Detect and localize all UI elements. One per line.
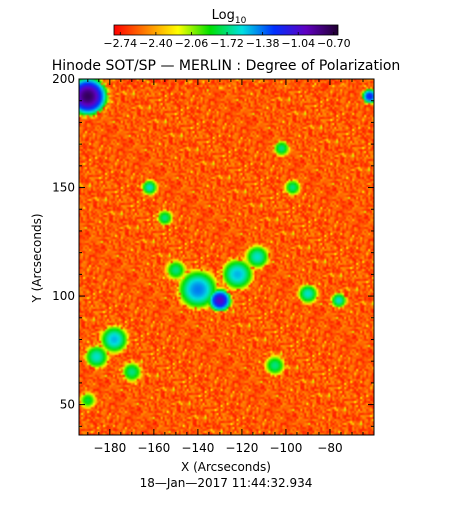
colorbar-tick-label: −1.72 [210,37,244,50]
colorbar-tick-label: −1.04 [281,37,315,50]
colorbar-gradient [113,24,339,36]
y-axis-label: Y (Arcseconds) [30,213,44,303]
y-tick-label: 150 [52,181,75,195]
colorbar-tick-label: −1.38 [246,37,280,50]
x-tick-label: −120 [225,441,258,455]
y-tick-label: 50 [60,398,75,412]
x-axis-label: X (Arcseconds) [181,460,271,474]
plot-frame [78,78,375,436]
timestamp: 18—Jan—2017 11:44:32.934 [140,476,313,490]
axes: −180 −160 −140 −120 −100 −80 50 100 150 200 [52,72,374,455]
x-tick-label: −100 [269,441,302,455]
x-tick-label: −80 [317,441,342,455]
chart-title: Hinode SOT/SP — MERLIN : Degree of Polar… [52,58,401,74]
x-tick-label: −160 [137,441,170,455]
colorbar-tick-label: −2.06 [175,37,209,50]
x-tick-label: −180 [93,441,126,455]
plot-area: −180 −160 −140 −120 −100 −80 50 100 150 200 [52,72,375,455]
y-tick-label: 200 [52,72,75,86]
colorbar: Log10 −2.74 −2.40 −2.06 −1.72 −1.38 −1.04 −0.7… [103,8,350,50]
y-tick-label: 100 [52,289,75,303]
colorbar-tick-label: −2.74 [103,37,137,50]
colorbar-title: Log10 [212,8,247,26]
colorbar-ticks: −2.74 −2.40 −2.06 −1.72 −1.38 −1.04 −0.70 [103,32,351,50]
heatmap-image [79,79,374,435]
colorbar-tick-label: −0.70 [317,37,351,50]
x-tick-label: −140 [181,441,214,455]
colorbar-tick-label: −2.40 [139,37,173,50]
